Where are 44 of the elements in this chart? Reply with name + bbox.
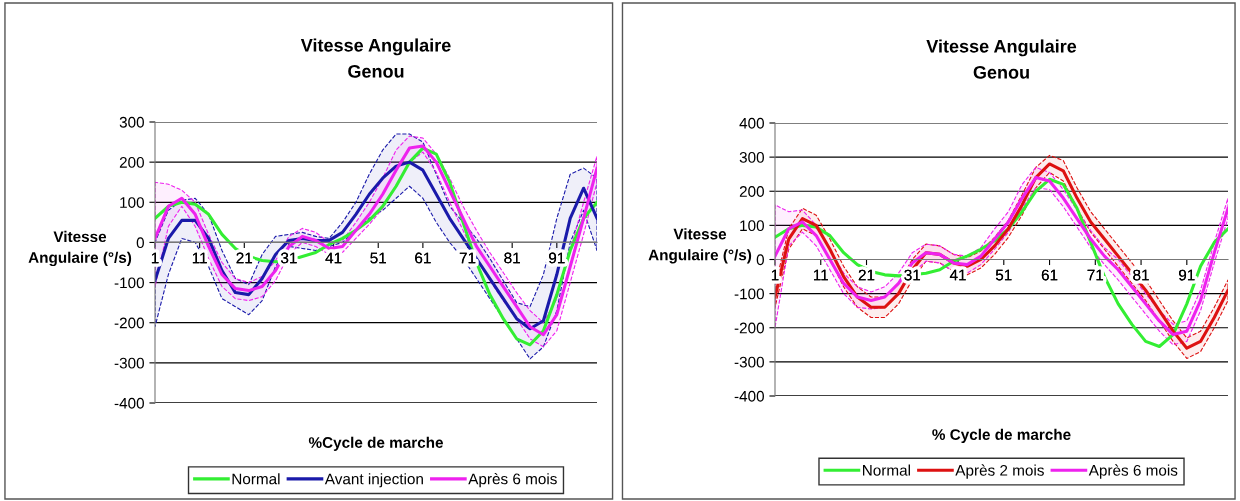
y-tick-label: 200	[739, 186, 764, 197]
x-tick-label: 1	[771, 269, 779, 281]
x-tick-label: 11	[813, 269, 828, 281]
legend-label: Avant injection	[324, 473, 423, 488]
x-tick-label: 51	[995, 269, 1012, 281]
x-tick-label: 61	[1041, 269, 1058, 281]
x-tick-label: 91	[1179, 269, 1195, 281]
y-tick-label: -200	[114, 317, 144, 329]
x-tick-label: 11	[192, 252, 207, 264]
y-tick-label: -200	[734, 322, 764, 334]
y-axis-title: Vitesse Angulaire (°/s)	[28, 230, 132, 267]
legend-label: Normal	[232, 473, 280, 485]
y-tick-label: -400	[734, 390, 764, 402]
y-tick-label: 400	[739, 117, 764, 129]
x-tick-label: 31	[904, 269, 921, 281]
x-tick-label: 51	[370, 252, 386, 264]
x-tick-label: 41	[949, 269, 966, 281]
y-tick-label: 300	[119, 116, 144, 128]
y-tick-label: -300	[734, 356, 764, 368]
y-tick-label: -100	[114, 277, 144, 289]
x-tick-label: 81	[504, 252, 520, 264]
x-tick-label: 21	[858, 269, 875, 281]
legend-label: Après 6 mois	[1088, 464, 1178, 479]
y-tick-label: 200	[119, 157, 144, 168]
y-tick-label: 0	[756, 254, 764, 266]
y-tick-label: 100	[120, 197, 144, 208]
x-tick-label: 71	[1087, 269, 1104, 281]
x-tick-label: 1	[151, 252, 159, 264]
x-tick-label: 61	[415, 252, 431, 264]
y-tick-label: 300	[739, 151, 764, 163]
x-axis-title: % Cycle de marche	[932, 428, 1071, 443]
y-tick-label: -400	[114, 397, 144, 409]
y-tick-label: -300	[114, 357, 144, 369]
legend-label: Après 2 mois	[955, 464, 1044, 479]
x-tick-label: 41	[325, 252, 342, 264]
x-tick-label: 31	[281, 252, 297, 264]
legend-label: Après 6 mois	[468, 472, 557, 488]
x-axis-title: %Cycle de marche	[308, 436, 443, 451]
chart-title: Vitesse Angulaire Genou	[300, 38, 451, 78]
legend-label: Normal	[863, 464, 910, 476]
x-tick-label: 21	[236, 252, 253, 264]
y-tick-label: -100	[734, 288, 764, 300]
chart-title: Vitesse Angulaire Genou	[926, 39, 1077, 79]
y-tick-label: 0	[136, 237, 144, 249]
